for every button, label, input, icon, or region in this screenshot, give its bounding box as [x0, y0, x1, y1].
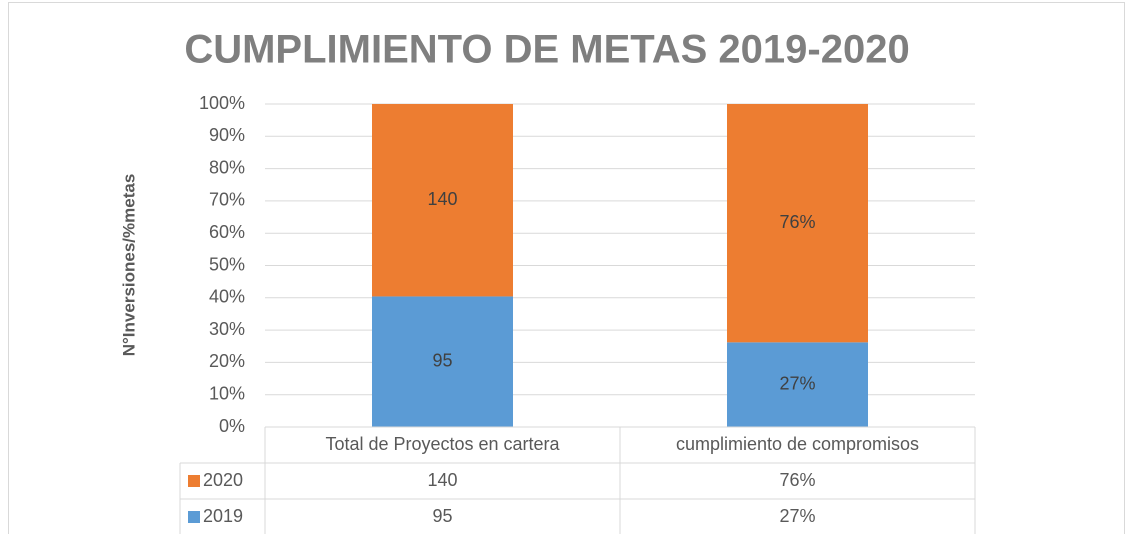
chart-title: CUMPLIMIENTO DE METAS 2019-2020 — [184, 28, 909, 72]
x-tick-label: cumplimiento de compromisos — [676, 434, 919, 454]
legend-swatch — [188, 475, 200, 487]
y-tick-label: 70% — [209, 190, 245, 210]
data-label: 95 — [432, 350, 452, 370]
legend-swatch — [188, 511, 200, 523]
y-tick-label: 20% — [209, 351, 245, 371]
y-tick-label: 40% — [209, 287, 245, 307]
data-label: 140 — [427, 189, 457, 209]
y-tick-label: 60% — [209, 222, 245, 242]
legend-label: 2019 — [203, 506, 243, 526]
y-axis-label: N°Inversiones/%metas — [119, 174, 138, 357]
table-cell: 27% — [779, 506, 815, 526]
table-cell: 76% — [779, 470, 815, 490]
y-tick-label: 30% — [209, 319, 245, 339]
y-tick-label: 10% — [209, 383, 245, 403]
chart-border — [8, 2, 1125, 534]
bar-segment — [372, 296, 513, 427]
y-tick-label: 0% — [219, 416, 245, 436]
table-cell: 95 — [432, 506, 452, 526]
legend-label: 2020 — [203, 470, 243, 490]
bar-segment — [372, 104, 513, 297]
y-tick-label: 100% — [199, 93, 245, 113]
bar-segment — [727, 342, 868, 427]
x-tick-label: Total de Proyectos en cartera — [325, 434, 560, 454]
data-label: 76% — [779, 212, 815, 232]
y-tick-label: 90% — [209, 125, 245, 145]
data-label: 27% — [779, 373, 815, 393]
y-tick-label: 50% — [209, 254, 245, 274]
table-cell: 140 — [427, 470, 457, 490]
y-tick-label: 80% — [209, 157, 245, 177]
bar-segment — [727, 104, 868, 343]
